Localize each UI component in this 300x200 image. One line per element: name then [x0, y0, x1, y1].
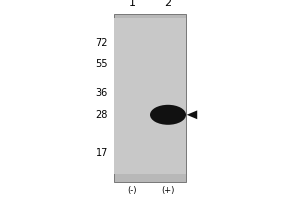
Polygon shape — [187, 110, 197, 119]
Text: 2: 2 — [164, 0, 172, 8]
Text: (+): (+) — [161, 186, 175, 195]
Text: (-): (-) — [127, 186, 137, 195]
Text: 17: 17 — [96, 148, 108, 158]
Text: 55: 55 — [95, 59, 108, 69]
Text: 72: 72 — [95, 38, 108, 48]
Text: 1: 1 — [128, 0, 136, 8]
Text: 36: 36 — [96, 88, 108, 98]
Bar — [150, 18, 186, 174]
Text: 28: 28 — [96, 110, 108, 120]
Bar — [114, 18, 150, 174]
Bar — [114, 14, 186, 182]
Ellipse shape — [150, 105, 186, 125]
